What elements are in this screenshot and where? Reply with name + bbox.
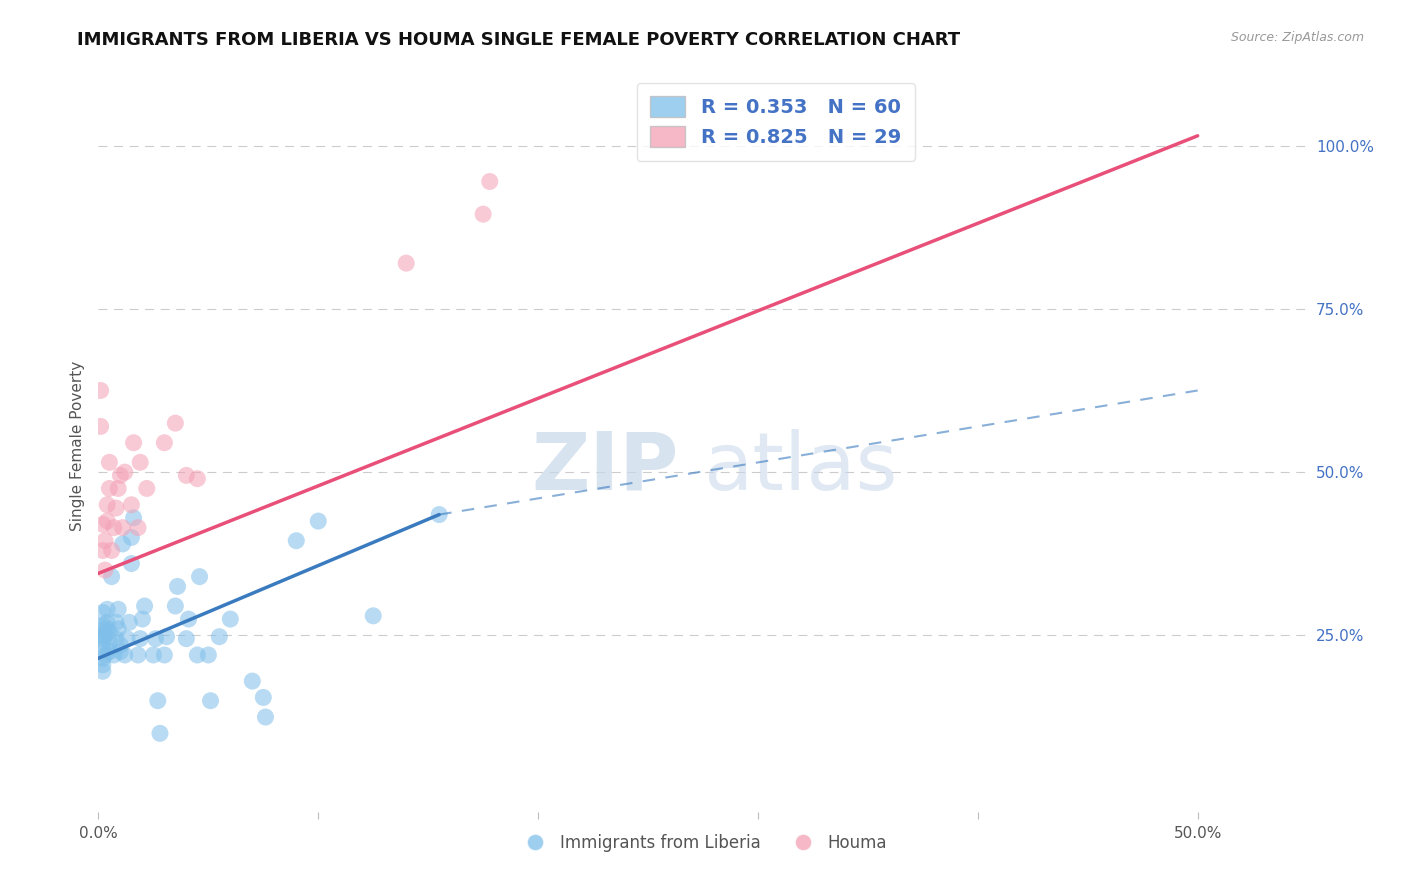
Point [478,174,501,188]
Point [91,628,114,642]
Point [105,615,128,630]
Point [96,615,118,630]
Point [120,530,142,544]
Point [91,517,114,532]
Point [186,648,208,662]
Point [177,612,200,626]
Point [188,569,211,583]
Point [91,632,114,646]
Point [98,635,121,649]
Point [135,482,157,496]
Point [145,632,167,646]
Legend: Immigrants from Liberia, Houma: Immigrants from Liberia, Houma [512,827,894,858]
Point [111,521,134,535]
Point [91,606,114,620]
Point [219,612,242,626]
Point [120,498,142,512]
Point [107,622,129,636]
Point [176,632,198,646]
Point [96,622,118,636]
Point [107,602,129,616]
Point [166,579,188,593]
Point [91,622,114,636]
Point [186,472,208,486]
Point [129,455,152,469]
Point [307,514,329,528]
Point [110,645,132,659]
Point [134,599,156,613]
Point [100,569,122,583]
Point [165,416,187,430]
Point [127,648,149,662]
Point [91,651,114,665]
Point [176,468,198,483]
Point [114,648,136,662]
Point [122,435,145,450]
Point [395,256,418,270]
Point [127,521,149,535]
Point [114,465,136,479]
Point [131,612,153,626]
Point [142,648,165,662]
Point [107,482,129,496]
Point [94,648,117,662]
Point [115,632,138,646]
Point [111,537,134,551]
Point [197,648,219,662]
Point [122,511,145,525]
Point [90,384,112,398]
Point [472,207,495,221]
Point [91,641,114,656]
Point [252,690,274,705]
Point [240,674,263,689]
Point [120,557,142,571]
Point [98,482,121,496]
Point [153,648,176,662]
Point [91,635,114,649]
Point [94,563,117,577]
Point [98,455,121,469]
Point [103,521,125,535]
Point [105,632,128,646]
Point [361,608,384,623]
Point [285,533,308,548]
Point [153,435,176,450]
Point [427,508,450,522]
Point [146,694,169,708]
Point [91,543,114,558]
Point [96,602,118,616]
Point [91,657,114,672]
Point [94,533,117,548]
Point [96,498,118,512]
Point [149,726,172,740]
Point [96,514,118,528]
Point [91,618,114,632]
Point [98,645,121,659]
Point [110,638,132,652]
Point [118,615,141,630]
Text: Source: ZipAtlas.com: Source: ZipAtlas.com [1230,31,1364,45]
Point [254,710,277,724]
Text: atlas: atlas [703,429,897,507]
Point [129,632,152,646]
Point [165,599,187,613]
Point [103,648,125,662]
Point [105,501,128,516]
Point [91,665,114,679]
Point [94,628,117,642]
Point [90,419,112,434]
Point [110,468,132,483]
Point [98,625,121,640]
Point [100,543,122,558]
Text: ZIP: ZIP [531,429,679,507]
Point [208,630,231,644]
Y-axis label: Single Female Poverty: Single Female Poverty [69,361,84,531]
Point [200,694,222,708]
Text: IMMIGRANTS FROM LIBERIA VS HOUMA SINGLE FEMALE POVERTY CORRELATION CHART: IMMIGRANTS FROM LIBERIA VS HOUMA SINGLE … [77,31,960,49]
Point [155,630,177,644]
